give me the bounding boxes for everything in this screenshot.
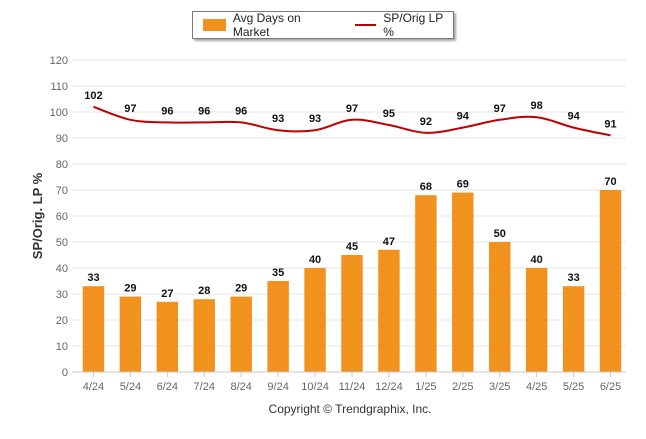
bar — [525, 268, 548, 372]
bar — [267, 281, 289, 372]
legend-item-bar[interactable]: Avg Days on Market — [193, 11, 335, 39]
bar-data-label: 45 — [346, 241, 358, 253]
y-axis-title: SP/Orig. LP % — [30, 172, 45, 259]
line-data-label: 95 — [383, 108, 395, 120]
bar-data-label: 29 — [124, 283, 136, 295]
legend-bar-swatch — [203, 19, 226, 31]
y-tick-label: 100 — [50, 107, 68, 119]
bar-data-label: 70 — [604, 176, 616, 188]
y-tick-label: 90 — [56, 133, 68, 145]
y-tick-label: 40 — [56, 263, 68, 275]
bar — [562, 286, 585, 372]
y-tick-label: 60 — [56, 211, 68, 223]
bar — [378, 249, 400, 372]
bar — [156, 301, 179, 372]
line-series — [93, 105, 611, 137]
x-tick-label: 12/24 — [375, 381, 403, 393]
x-tick-label: 6/24 — [157, 381, 178, 393]
x-tick-label: 3/25 — [489, 381, 510, 393]
line-data-label: 91 — [604, 118, 616, 130]
bar-data-label: 35 — [272, 267, 284, 279]
y-tick-label: 80 — [56, 159, 68, 171]
bar-data-label: 29 — [235, 283, 247, 295]
x-tick-label: 4/24 — [83, 381, 104, 393]
bar-data-label: 50 — [494, 228, 506, 240]
line-data-label: 97 — [346, 103, 358, 115]
y-tick-label: 10 — [56, 341, 68, 353]
y-tick-label: 110 — [50, 81, 68, 93]
line-data-label: 97 — [494, 103, 506, 115]
x-tick-label: 8/24 — [230, 381, 251, 393]
x-tick-label: 2/25 — [452, 381, 473, 393]
bar-data-label: 68 — [420, 181, 432, 193]
bar-data-label: 27 — [161, 288, 173, 300]
bar-data-label: 40 — [309, 254, 321, 266]
bar-data-label: 40 — [531, 254, 543, 266]
bar — [341, 255, 363, 372]
bar — [415, 195, 437, 372]
x-tick-label: 6/25 — [600, 381, 621, 393]
x-tick-label: 5/24 — [120, 381, 141, 393]
bar-data-label: 47 — [383, 236, 395, 248]
chart-legend: Avg Days on Market SP/Orig LP % — [192, 11, 454, 39]
x-tick-label: 7/24 — [194, 381, 215, 393]
bar — [230, 296, 252, 372]
bar — [82, 286, 105, 372]
bar — [599, 190, 622, 372]
line-data-label: 98 — [531, 100, 543, 112]
line-data-label: 93 — [272, 113, 284, 125]
legend-bar-label: Avg Days on Market — [232, 11, 301, 39]
line-data-label: 96 — [198, 105, 210, 117]
legend-item-line[interactable]: SP/Orig LP % — [335, 11, 453, 39]
x-tick-label: 11/24 — [339, 381, 366, 393]
line-data-label: 96 — [161, 105, 173, 117]
bar — [193, 299, 215, 372]
bar — [119, 296, 142, 372]
y-tick-label: 0 — [62, 367, 68, 379]
bar-data-label: 69 — [457, 179, 469, 191]
legend-line-swatch — [355, 24, 377, 26]
bar-data-label: 33 — [567, 272, 579, 284]
line-data-label: 93 — [309, 113, 321, 125]
bar — [489, 242, 511, 372]
x-tick-label: 10/24 — [301, 381, 329, 393]
bar-data-label: 33 — [87, 272, 99, 284]
x-tick-label: 5/25 — [563, 381, 584, 393]
bar — [452, 192, 474, 372]
y-tick-label: 20 — [56, 315, 68, 327]
bar-data-label: 28 — [198, 285, 210, 297]
x-tick-label: 9/24 — [267, 381, 288, 393]
y-tick-label: 50 — [56, 237, 68, 249]
line-data-label: 102 — [84, 90, 102, 102]
line-data-label: 92 — [420, 116, 432, 128]
line-data-label: 94 — [457, 111, 470, 123]
x-tick-label: 1/25 — [415, 381, 436, 393]
x-tick-label: 4/25 — [526, 381, 547, 393]
line-data-label: 96 — [235, 105, 247, 117]
y-tick-label: 120 — [50, 55, 68, 67]
y-tick-label: 70 — [56, 185, 68, 197]
legend-line-label: SP/Orig LP % — [383, 11, 444, 39]
bar — [304, 268, 326, 372]
copyright-text: Copyright © Trendgraphix, Inc. — [268, 402, 432, 416]
line-data-label: 97 — [124, 103, 136, 115]
line-data-label: 94 — [567, 111, 580, 123]
y-tick-label: 30 — [56, 289, 68, 301]
